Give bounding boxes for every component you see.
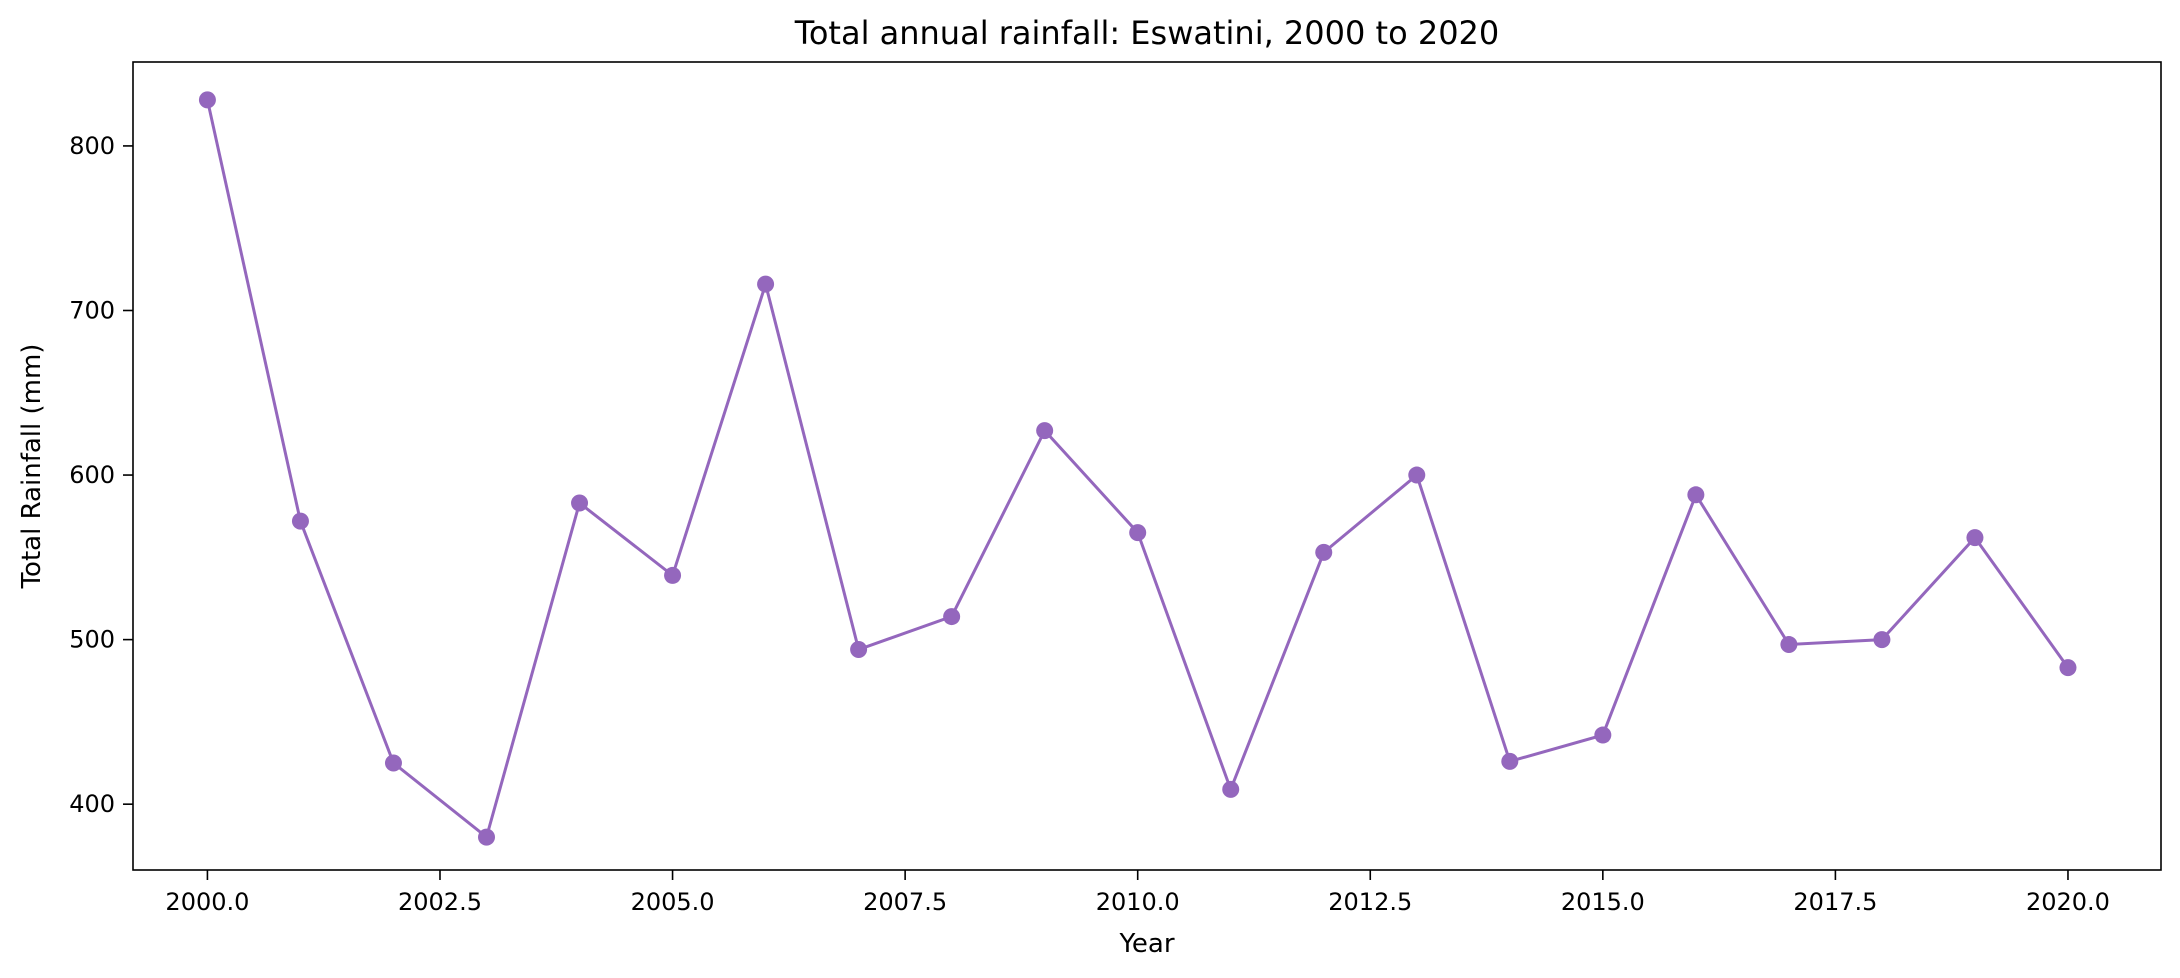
data-point (2059, 659, 2077, 677)
x-tick-label: 2010.0 (1096, 888, 1180, 916)
y-axis: 400 500 600 700 800 (69, 132, 133, 818)
x-tick-label: 2000.0 (165, 888, 249, 916)
data-point (384, 754, 402, 772)
data-point (1966, 529, 1984, 547)
data-point (1408, 466, 1426, 484)
x-tick-label: 2015.0 (1561, 888, 1645, 916)
data-point (478, 828, 496, 846)
chart-title: Total annual rainfall: Eswatini, 2000 to… (794, 14, 1500, 52)
series-line (205, 99, 2070, 840)
data-point (1222, 780, 1240, 798)
y-tick-label: 500 (69, 626, 115, 654)
data-point (198, 91, 216, 109)
plot-area (132, 61, 2162, 871)
series-layer (198, 91, 2077, 846)
data-point (664, 566, 682, 584)
data-point (1036, 422, 1054, 440)
y-axis-label: Total Rainfall (mm) (17, 344, 47, 590)
x-tick-label: 2005.0 (631, 888, 715, 916)
y-tick-label: 700 (69, 296, 115, 324)
y-tick-label: 400 (69, 790, 115, 818)
plot-frame (132, 61, 2162, 871)
x-tick-label: 2007.5 (863, 888, 947, 916)
data-point (1315, 543, 1333, 561)
data-point (757, 275, 775, 293)
data-point (1873, 631, 1891, 649)
data-point (291, 512, 309, 530)
data-point (1501, 752, 1519, 770)
data-point (850, 640, 868, 658)
x-tick-label: 2017.5 (1793, 888, 1877, 916)
data-point (1129, 524, 1147, 542)
x-tick-label: 2012.5 (1328, 888, 1412, 916)
y-tick-label: 600 (69, 461, 115, 489)
data-point (943, 608, 961, 626)
data-point (571, 494, 589, 512)
data-point (1687, 486, 1705, 504)
x-axis: 2000.0 2002.5 2005.0 2007.5 2010.0 2012.5 2015… (165, 870, 2110, 916)
data-point (1780, 636, 1798, 654)
y-tick-label: 800 (69, 132, 115, 160)
x-axis-label: Year (1118, 929, 1174, 959)
data-point (1594, 726, 1612, 744)
x-tick-label: 2002.5 (398, 888, 482, 916)
x-tick-label: 2020.0 (2026, 888, 2110, 916)
